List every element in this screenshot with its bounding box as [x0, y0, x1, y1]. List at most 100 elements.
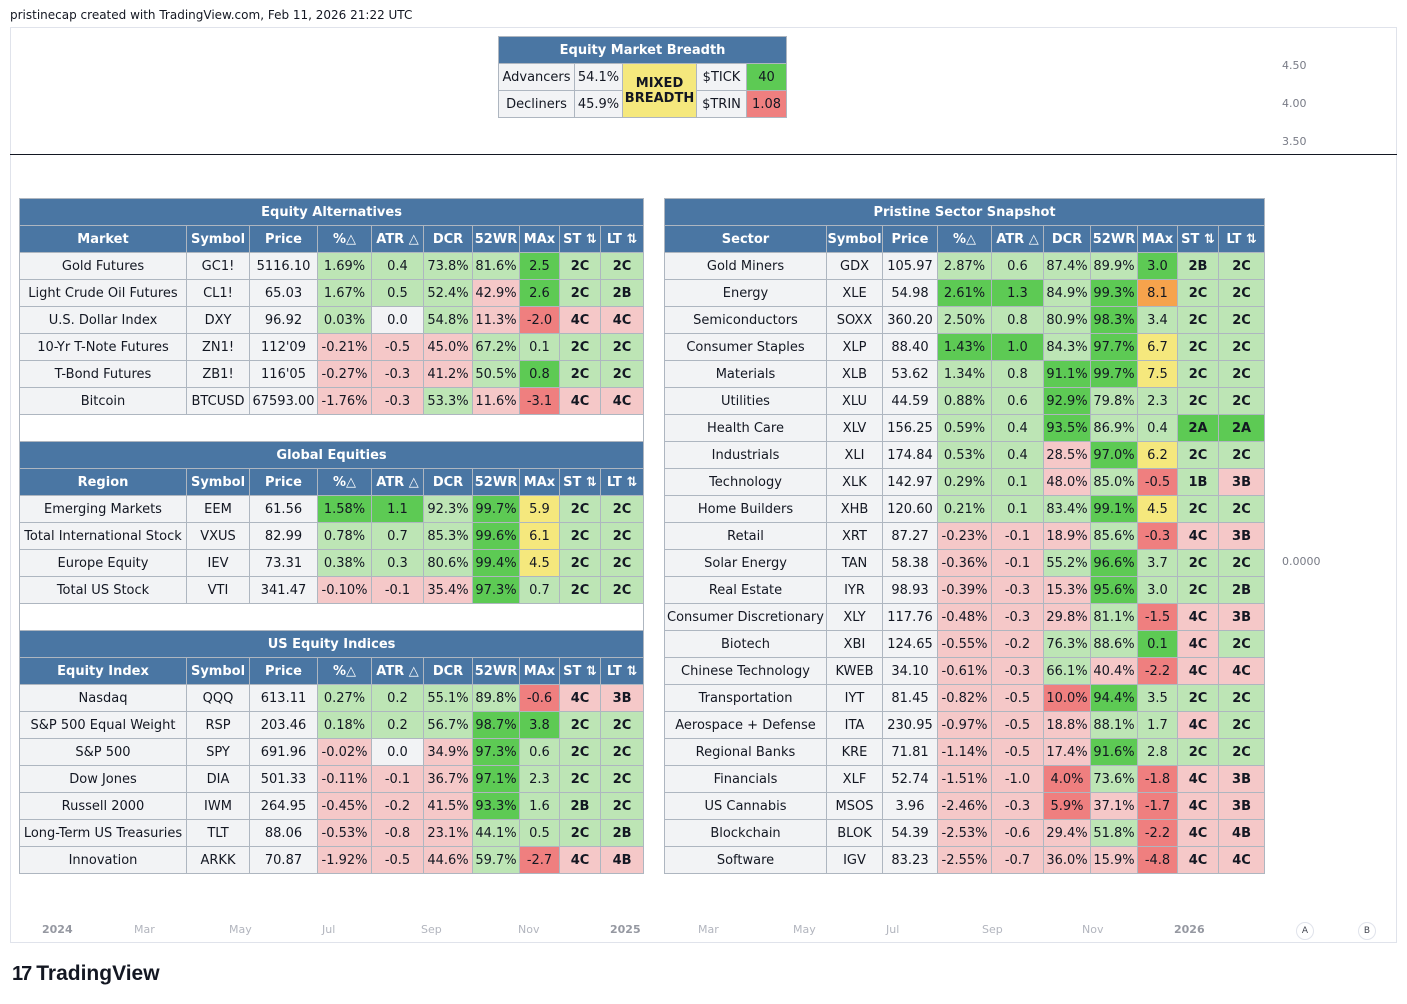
column-header: ST ⇅: [1177, 225, 1219, 253]
price-axis-label: 4.50: [1282, 59, 1307, 72]
table-cell: -0.5: [371, 333, 424, 361]
table-row: Consumer Discretionary XLY 117.76 -0.48% -0.…: [664, 603, 1266, 631]
table-cell: 7.5: [1137, 360, 1178, 388]
table-cell: -0.5: [991, 738, 1044, 766]
table-cell: 54.8%: [423, 306, 473, 334]
table-cell: XBI: [826, 630, 883, 658]
table-cell: -0.1: [991, 522, 1044, 550]
table-cell: 2.8: [1137, 738, 1178, 766]
table-cell: -2.7: [519, 846, 560, 874]
table-cell: 51.8%: [1090, 819, 1138, 847]
table-cell: 2C: [1177, 738, 1219, 766]
table-cell: T-Bond Futures: [19, 360, 187, 388]
table-cell: 2C: [559, 711, 601, 739]
table-cell: Software: [664, 846, 827, 874]
table-cell: -1.51%: [937, 765, 992, 793]
table-cell: 203.46: [249, 711, 318, 739]
table-cell: 691.96: [249, 738, 318, 766]
table-cell: 89.8%: [472, 684, 520, 712]
table-cell: -1.76%: [317, 387, 372, 415]
column-header: DCR: [423, 657, 473, 685]
table-cell: 2C: [1217, 711, 1266, 739]
table-row: Health Care XLV 156.25 0.59% 0.4 93.5% 86.9% 0.…: [664, 414, 1266, 442]
column-header: 52WR: [472, 225, 520, 253]
table-cell: -0.21%: [317, 333, 372, 361]
table-cell: 5.9%: [1043, 792, 1091, 820]
table-cell: 0.1: [991, 495, 1044, 523]
table-cell: -0.82%: [937, 684, 992, 712]
table-cell: 2.87%: [937, 252, 992, 280]
table-cell: 156.25: [882, 414, 938, 442]
section-spacer: [18, 603, 645, 631]
table-row: Gold Futures GC1! 5116.10 1.69% 0.4 73.8% 81.6…: [19, 252, 645, 280]
table-cell: 2C: [599, 711, 645, 739]
column-header: LT ⇅: [599, 468, 645, 496]
table-cell: -0.1: [371, 576, 424, 604]
table-cell: 3.96: [882, 792, 938, 820]
table-cell: -0.5: [1137, 468, 1178, 496]
column-header: ATR △: [371, 225, 424, 253]
table-cell: SPY: [186, 738, 250, 766]
table-cell: 91.1%: [1043, 360, 1091, 388]
table-cell: 1.7: [1137, 711, 1178, 739]
trin-label: $TRIN: [696, 90, 747, 118]
table-cell: 73.8%: [423, 252, 473, 280]
table-cell: 360.20: [882, 306, 938, 334]
scale-button-b[interactable]: B: [1358, 922, 1376, 940]
table-cell: 0.7: [371, 522, 424, 550]
table-cell: 37.1%: [1090, 792, 1138, 820]
table-cell: 2C: [559, 360, 601, 388]
time-axis-label: Sep: [421, 923, 442, 936]
table-cell: 34.9%: [423, 738, 473, 766]
table-cell: XLI: [826, 441, 883, 469]
table-cell: Consumer Discretionary: [664, 603, 827, 631]
table-cell: 58.38: [882, 549, 938, 577]
table-cell: -2.0: [519, 306, 560, 334]
column-header: DCR: [1043, 225, 1091, 253]
column-header: Symbol: [826, 225, 883, 253]
tradingview-logo[interactable]: 17 TradingView: [12, 962, 160, 986]
table-cell: 83.4%: [1043, 495, 1091, 523]
table-cell: -0.1: [991, 549, 1044, 577]
table-cell: 2C: [1217, 333, 1266, 361]
time-axis-label: May: [229, 923, 252, 936]
table-cell: 0.5: [519, 819, 560, 847]
table-cell: 1.6: [519, 792, 560, 820]
table-cell: 0.1: [991, 468, 1044, 496]
table-cell: Solar Energy: [664, 549, 827, 577]
scale-button-a[interactable]: A: [1296, 922, 1314, 940]
table-row: Home Builders XHB 120.60 0.21% 0.1 83.4% 99.1%…: [664, 495, 1266, 523]
table-cell: 2C: [599, 252, 645, 280]
table-cell: 2B: [1177, 252, 1219, 280]
column-header: MAx: [519, 657, 560, 685]
table-cell: 53.3%: [423, 387, 473, 415]
table-cell: DXY: [186, 306, 250, 334]
table-cell: Energy: [664, 279, 827, 307]
table-cell: XLB: [826, 360, 883, 388]
chart-attribution: pristinecap created with TradingView.com…: [10, 8, 413, 22]
table-cell: 2C: [599, 333, 645, 361]
pristine-sector-snapshot-table: Pristine Sector Snapshot Sector Symbol Pric…: [663, 198, 1266, 874]
table-cell: Blockchain: [664, 819, 827, 847]
table-row: 10-Yr T-Note Futures ZN1! 112'09 -0.21% -0.5…: [19, 333, 645, 361]
table-cell: -0.53%: [317, 819, 372, 847]
table-cell: 3.0: [1137, 576, 1178, 604]
pane-divider[interactable]: [10, 154, 1397, 155]
table-cell: 80.9%: [1043, 306, 1091, 334]
table-cell: -1.8: [1137, 765, 1178, 793]
table-cell: 3B: [1217, 468, 1266, 496]
table-cell: 97.3%: [472, 576, 520, 604]
table-cell: 0.8: [519, 360, 560, 388]
table-cell: 2C: [599, 738, 645, 766]
time-axis[interactable]: 2024 Mar May Jul Sep Nov 2025 Mar May Jul Sep Nov 20…: [0, 922, 1407, 938]
table-row: Bitcoin BTCUSD 67593.00 -1.76% -0.3 53.3% 11.6…: [19, 387, 645, 415]
table-cell: 97.3%: [472, 738, 520, 766]
table-cell: -0.7: [991, 846, 1044, 874]
table-row: Real Estate IYR 98.93 -0.39% -0.3 15.3% 95.6% 3…: [664, 576, 1266, 604]
table-cell: IYT: [826, 684, 883, 712]
table-cell: 1.67%: [317, 279, 372, 307]
table-cell: 3.0: [1137, 252, 1178, 280]
table-cell: 4C: [1217, 657, 1266, 685]
table-row: Materials XLB 53.62 1.34% 0.8 91.1% 99.7% 7.5 2C…: [664, 360, 1266, 388]
table-cell: -1.0: [991, 765, 1044, 793]
